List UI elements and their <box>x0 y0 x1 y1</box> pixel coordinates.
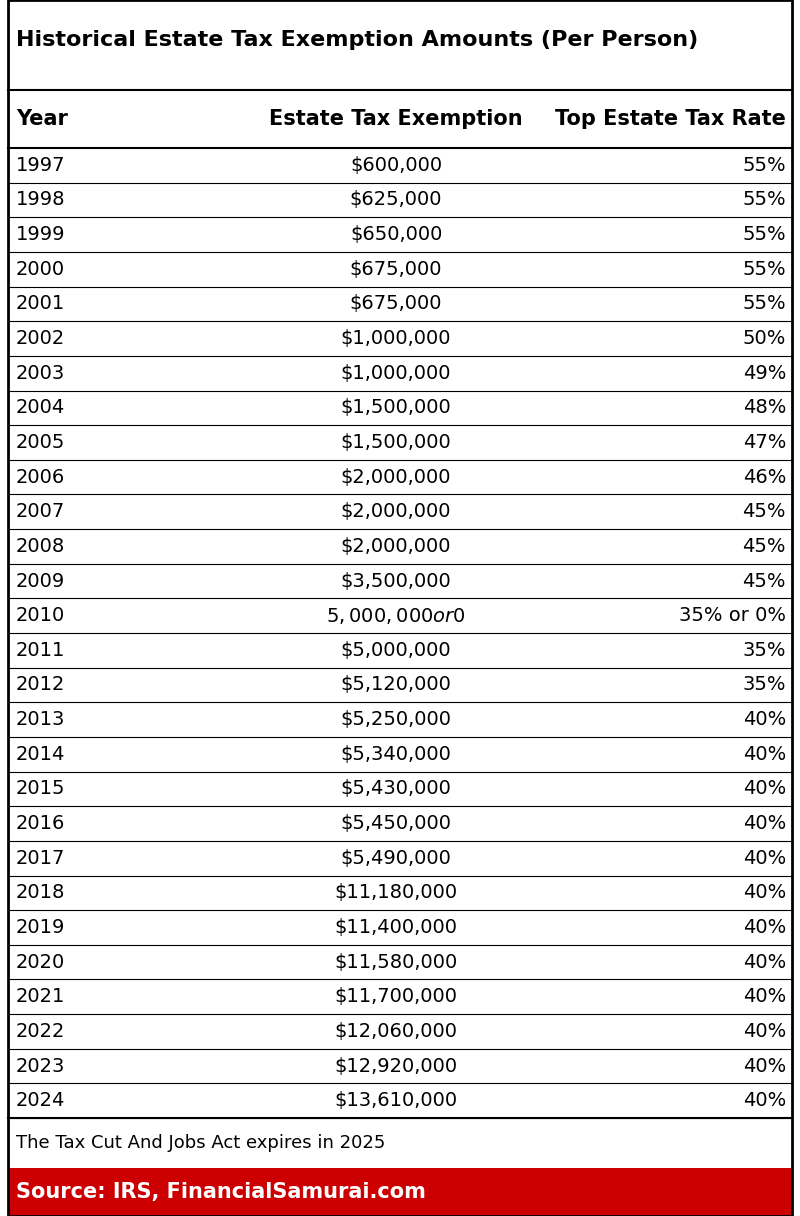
Text: $11,580,000: $11,580,000 <box>334 952 458 972</box>
Text: 1997: 1997 <box>16 156 66 175</box>
Text: $675,000: $675,000 <box>350 260 442 278</box>
Text: 2013: 2013 <box>16 710 66 730</box>
Text: $3,500,000: $3,500,000 <box>341 572 451 591</box>
Text: Source: IRS, FinancialSamurai.com: Source: IRS, FinancialSamurai.com <box>16 1182 426 1201</box>
Text: 2010: 2010 <box>16 607 66 625</box>
Text: $1,500,000: $1,500,000 <box>341 399 451 417</box>
Text: 40%: 40% <box>742 1057 786 1075</box>
Text: 40%: 40% <box>742 1021 786 1041</box>
Text: $5,120,000: $5,120,000 <box>341 675 451 694</box>
Text: $2,000,000: $2,000,000 <box>341 537 451 556</box>
Text: Historical Estate Tax Exemption Amounts (Per Person): Historical Estate Tax Exemption Amounts … <box>16 30 698 51</box>
Text: $11,700,000: $11,700,000 <box>334 987 458 1007</box>
Text: 48%: 48% <box>742 399 786 417</box>
Text: 2006: 2006 <box>16 468 66 486</box>
Text: $675,000: $675,000 <box>350 294 442 314</box>
Text: 40%: 40% <box>742 952 786 972</box>
Text: 55%: 55% <box>742 225 786 244</box>
Text: $1,500,000: $1,500,000 <box>341 433 451 452</box>
Text: $5,340,000: $5,340,000 <box>341 744 451 764</box>
Text: 50%: 50% <box>742 330 786 348</box>
Text: $600,000: $600,000 <box>350 156 442 175</box>
Text: 2014: 2014 <box>16 744 66 764</box>
Text: 2012: 2012 <box>16 675 66 694</box>
Text: Year: Year <box>16 109 68 129</box>
Text: $5,430,000: $5,430,000 <box>341 779 451 799</box>
Text: $13,610,000: $13,610,000 <box>334 1091 458 1110</box>
Text: 40%: 40% <box>742 849 786 868</box>
Text: 40%: 40% <box>742 710 786 730</box>
Text: 2001: 2001 <box>16 294 66 314</box>
Text: $2,000,000: $2,000,000 <box>341 468 451 486</box>
Text: 2009: 2009 <box>16 572 66 591</box>
Text: 40%: 40% <box>742 883 786 902</box>
Text: 2018: 2018 <box>16 883 66 902</box>
Text: 2000: 2000 <box>16 260 65 278</box>
Text: 2019: 2019 <box>16 918 66 938</box>
Text: $5,490,000: $5,490,000 <box>341 849 451 868</box>
Text: 47%: 47% <box>742 433 786 452</box>
Text: $5,450,000: $5,450,000 <box>341 814 451 833</box>
Text: 45%: 45% <box>742 502 786 522</box>
Text: $11,400,000: $11,400,000 <box>334 918 458 938</box>
Text: 45%: 45% <box>742 572 786 591</box>
Text: $5,000,000: $5,000,000 <box>341 641 451 660</box>
Text: 2007: 2007 <box>16 502 66 522</box>
Text: 46%: 46% <box>742 468 786 486</box>
Text: 35% or 0%: 35% or 0% <box>679 607 786 625</box>
Text: 40%: 40% <box>742 987 786 1007</box>
Text: 2008: 2008 <box>16 537 66 556</box>
Text: 2002: 2002 <box>16 330 66 348</box>
Text: 55%: 55% <box>742 260 786 278</box>
Text: $2,000,000: $2,000,000 <box>341 502 451 522</box>
Text: 35%: 35% <box>742 675 786 694</box>
Text: 40%: 40% <box>742 779 786 799</box>
Text: 2003: 2003 <box>16 364 66 383</box>
Text: 2023: 2023 <box>16 1057 66 1075</box>
Text: 2024: 2024 <box>16 1091 66 1110</box>
Text: 45%: 45% <box>742 537 786 556</box>
Text: $1,000,000: $1,000,000 <box>341 330 451 348</box>
Text: $5,250,000: $5,250,000 <box>341 710 451 730</box>
Text: $12,060,000: $12,060,000 <box>334 1021 458 1041</box>
Text: 40%: 40% <box>742 918 786 938</box>
Text: 2015: 2015 <box>16 779 66 799</box>
Text: 40%: 40% <box>742 1091 786 1110</box>
Text: 2016: 2016 <box>16 814 66 833</box>
Text: $11,180,000: $11,180,000 <box>334 883 458 902</box>
Text: 55%: 55% <box>742 191 786 209</box>
Text: Estate Tax Exemption: Estate Tax Exemption <box>270 109 523 129</box>
Text: 2004: 2004 <box>16 399 66 417</box>
Text: 55%: 55% <box>742 156 786 175</box>
Text: 40%: 40% <box>742 744 786 764</box>
Bar <box>8 1169 792 1216</box>
Text: 35%: 35% <box>742 641 786 660</box>
Text: 1998: 1998 <box>16 191 66 209</box>
Text: Top Estate Tax Rate: Top Estate Tax Rate <box>555 109 786 129</box>
Text: 2011: 2011 <box>16 641 66 660</box>
Text: $5,000,000 or $0: $5,000,000 or $0 <box>326 606 466 626</box>
Text: 2021: 2021 <box>16 987 66 1007</box>
Text: $12,920,000: $12,920,000 <box>334 1057 458 1075</box>
Text: $650,000: $650,000 <box>350 225 442 244</box>
Text: 40%: 40% <box>742 814 786 833</box>
Text: 2005: 2005 <box>16 433 66 452</box>
Text: $625,000: $625,000 <box>350 191 442 209</box>
Text: 49%: 49% <box>742 364 786 383</box>
Text: 2022: 2022 <box>16 1021 66 1041</box>
Text: 2020: 2020 <box>16 952 66 972</box>
Text: The Tax Cut And Jobs Act expires in 2025: The Tax Cut And Jobs Act expires in 2025 <box>16 1135 386 1152</box>
Text: 1999: 1999 <box>16 225 66 244</box>
Text: 55%: 55% <box>742 294 786 314</box>
Text: 2017: 2017 <box>16 849 66 868</box>
Text: $1,000,000: $1,000,000 <box>341 364 451 383</box>
